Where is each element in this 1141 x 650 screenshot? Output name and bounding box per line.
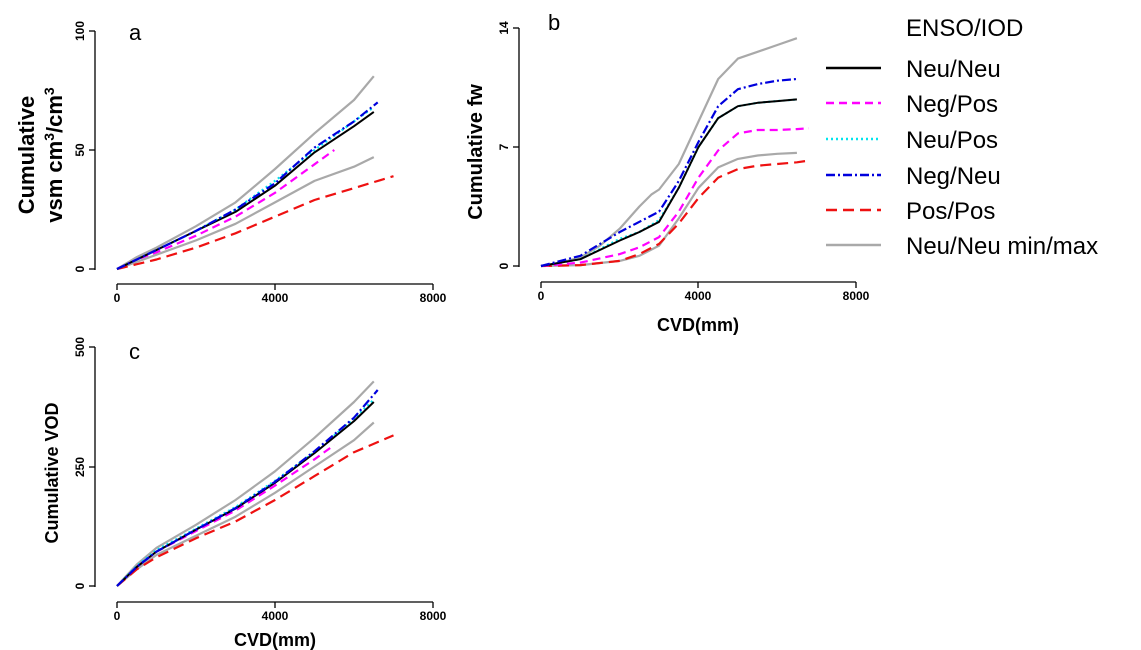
x-tick-label: 8000 (420, 609, 447, 623)
legend: ENSO/IOD Neu/Neu Neg/Pos Neu/Pos Neg/Neu… (826, 15, 1098, 260)
panel-b-y-axis: 14 7 0 Cumulative fw (465, 21, 520, 269)
x-tick-label: 4000 (685, 289, 712, 303)
y-axis-title: Cumulative VOD (42, 402, 62, 543)
series-line-minmax (116, 421, 375, 587)
legend-entry: Neu/Pos (826, 127, 998, 154)
panel-b-series (540, 37, 809, 268)
series-line-neuneu (540, 98, 797, 267)
legend-entry: Neu/Neu (826, 56, 1001, 83)
x-tick-label: 8000 (843, 289, 870, 303)
y-tick-label: 500 (73, 337, 87, 357)
panel-label-c: c (129, 339, 140, 364)
y-tick-label: 0 (73, 265, 87, 272)
legend-entry: Neu/Neu min/max (826, 233, 1098, 260)
panel-c-series (116, 380, 394, 587)
y-tick-label: 50 (73, 143, 87, 157)
y-tick-label: 14 (497, 21, 511, 35)
x-tick-label: 0 (114, 291, 121, 305)
series-line-pospos (540, 159, 809, 268)
panel-c-x-axis: 0 4000 8000 CVD(mm) (114, 601, 447, 650)
series-line-minmax (116, 156, 375, 271)
series-line-neupos (540, 98, 797, 268)
y-axis-title-unit: vsm cm (42, 141, 67, 223)
series-line-minmax (116, 380, 375, 587)
panel-a-series (116, 75, 394, 271)
series-line-negneu (540, 77, 797, 268)
x-axis-title: CVD(mm) (234, 630, 316, 650)
y-axis-title-sup: 3 (41, 87, 57, 95)
y-tick-label: 0 (497, 262, 511, 269)
x-tick-label: 4000 (262, 291, 289, 305)
legend-entry: Pos/Pos (826, 198, 995, 225)
y-axis-title-line2: vsm cm3/cm3 (41, 87, 67, 223)
series-line-negpos (540, 127, 809, 268)
series-line-pospos (116, 434, 394, 587)
x-tick-label: 8000 (420, 291, 447, 305)
series-line-negneu (116, 389, 379, 587)
legend-label: Neu/Pos (906, 127, 998, 154)
x-tick-label: 4000 (262, 609, 289, 623)
panel-a: a 100 50 0 Cumulative vsm cm3/cm3 0 4000… (14, 20, 447, 305)
y-axis-title: Cumulative fw (465, 84, 487, 220)
panel-a-y-axis: 100 50 0 Cumulative vsm cm3/cm3 (14, 21, 96, 272)
panel-label-b: b (548, 10, 560, 35)
series-line-negpos (116, 444, 335, 587)
y-axis-title-sup: 3 (41, 133, 57, 141)
legend-label: Neu/Neu min/max (906, 233, 1098, 260)
panel-b: b 14 7 0 Cumulative fw 0 4000 8000 CVD(m… (465, 10, 870, 335)
y-tick-label: 250 (73, 457, 87, 477)
panel-c: c 500 250 0 Cumulative VOD 0 4000 8000 C… (42, 337, 447, 650)
series-line-negneu (116, 101, 379, 270)
x-tick-label: 0 (114, 609, 121, 623)
y-tick-label: 0 (73, 582, 87, 589)
y-tick-label: 7 (497, 143, 511, 150)
series-line-minmax (540, 37, 798, 268)
legend-entry: Neg/Neu (826, 163, 1001, 190)
panel-b-x-axis: 0 4000 8000 CVD(mm) (538, 281, 870, 335)
panel-label-a: a (129, 20, 142, 45)
legend-title: ENSO/IOD (906, 15, 1023, 42)
series-line-pospos (116, 175, 394, 271)
x-tick-label: 0 (538, 289, 545, 303)
legend-label: Neu/Neu (906, 56, 1001, 83)
x-axis-title: CVD(mm) (657, 315, 739, 335)
series-line-negpos (116, 149, 335, 270)
series-line-neupos (116, 106, 375, 270)
panel-a-x-axis: 0 4000 8000 (114, 283, 447, 305)
legend-entry: Neg/Pos (826, 91, 998, 118)
series-line-minmax (540, 151, 797, 268)
series-line-minmax (116, 75, 375, 270)
y-tick-label: 100 (73, 21, 87, 41)
panel-c-y-axis: 500 250 0 Cumulative VOD (42, 337, 96, 589)
legend-label: Pos/Pos (906, 198, 995, 225)
legend-label: Neg/Neu (906, 163, 1001, 190)
legend-label: Neg/Pos (906, 91, 998, 118)
y-axis-title-line1: Cumulative (14, 96, 39, 215)
y-axis-title-unit: /cm (42, 95, 67, 133)
